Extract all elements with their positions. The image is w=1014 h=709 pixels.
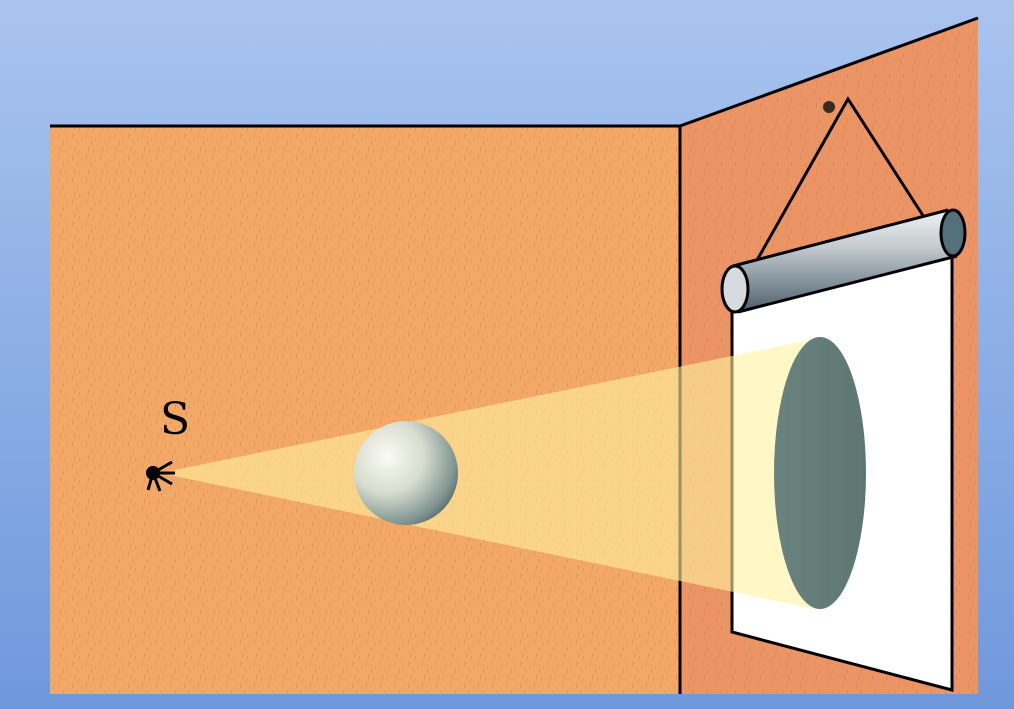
point-light-source-icon bbox=[146, 460, 175, 492]
sphere-shadow bbox=[774, 337, 866, 609]
hanging-cord bbox=[754, 96, 933, 263]
light-cone bbox=[160, 338, 820, 610]
nail-icon bbox=[823, 101, 835, 113]
light-source-label: S bbox=[160, 394, 191, 445]
screen-roller bbox=[720, 208, 967, 314]
sphere bbox=[354, 421, 458, 525]
